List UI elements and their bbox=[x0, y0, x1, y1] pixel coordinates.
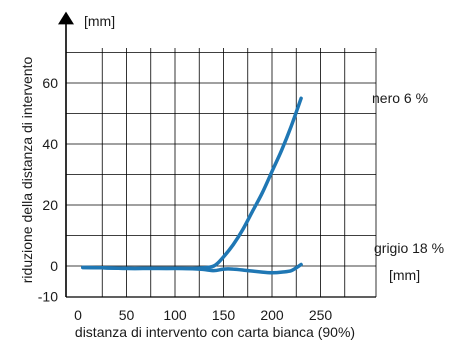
y-tick-label: -10 bbox=[38, 289, 58, 305]
x-tick-label: 50 bbox=[119, 307, 135, 323]
x-tick-label: 200 bbox=[260, 307, 284, 323]
x-axis-unit: [mm] bbox=[389, 267, 420, 283]
y-tick-label: 60 bbox=[42, 75, 58, 91]
y-tick-label: 0 bbox=[50, 258, 58, 274]
x-axis-label: distanza di intervento con carta bianca … bbox=[75, 324, 355, 340]
series-label-nero: nero 6 % bbox=[372, 90, 428, 106]
y-axis-unit: [mm] bbox=[84, 13, 115, 29]
y-axis-label: riduzione della distanza di intervento bbox=[19, 57, 35, 284]
x-tick-label: 100 bbox=[163, 307, 187, 323]
series-line-grigio bbox=[81, 262, 303, 275]
x-tick-label: 0 bbox=[74, 307, 82, 323]
x-tick-label: 150 bbox=[212, 307, 236, 323]
y-tick-label: 20 bbox=[42, 197, 58, 213]
series-line-nero bbox=[81, 96, 303, 271]
x-tick-label: 250 bbox=[309, 307, 333, 323]
series-label-grigio: grigio 18 % bbox=[374, 240, 444, 256]
y-tick-label: 40 bbox=[42, 136, 58, 152]
